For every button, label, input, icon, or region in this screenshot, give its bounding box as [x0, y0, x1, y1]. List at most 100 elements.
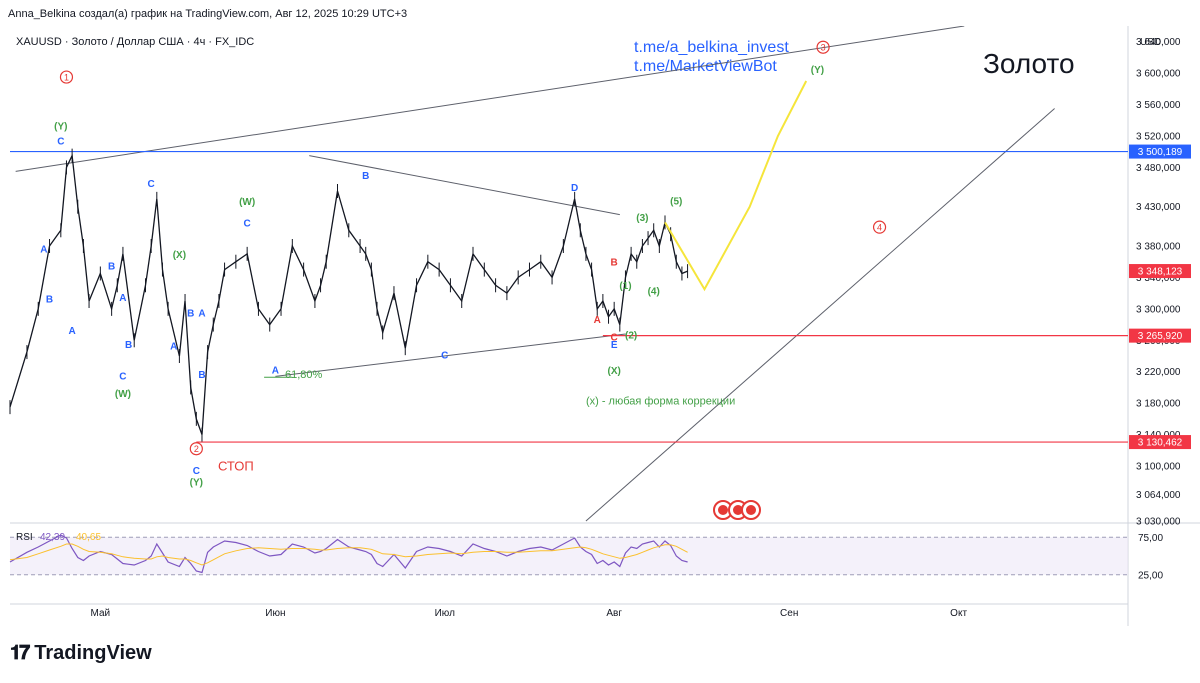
forecast-path[interactable] [664, 80, 808, 292]
price-tick-label: 3 430,000 [1136, 202, 1181, 213]
price-line [9, 153, 688, 435]
wave-label: (Y) [811, 65, 824, 76]
chart-annotation: СТОП [218, 459, 254, 474]
wave-label: B [362, 171, 369, 182]
wave-label: C [193, 466, 200, 477]
wave-label: (5) [670, 196, 682, 207]
tradingview-logo-icon: 𝟏𝟕 [10, 642, 30, 664]
price-tick-label: 3 100,000 [1136, 462, 1181, 473]
currency-label[interactable]: USD [1140, 37, 1161, 48]
price-tick-label: 3 380,000 [1136, 242, 1181, 253]
wave-label: C [441, 350, 448, 361]
wave-label: (2) [625, 331, 637, 342]
circled-wave-label: 3 [821, 43, 826, 53]
circled-wave-marker [189, 442, 203, 456]
rsi-label: RSI [16, 532, 33, 543]
time-axis-label: Май [91, 608, 111, 619]
price-tick-label: 3 640,000 [1136, 37, 1181, 48]
circled-wave-label: 1 [64, 73, 69, 83]
wave-label: C [148, 179, 155, 190]
circled-wave-label: 2 [194, 444, 199, 454]
level-price-tag-label: 3 265,920 [1138, 331, 1183, 342]
rsi-ma-value: 40,65 [76, 532, 101, 543]
wave-label: (1) [619, 281, 631, 292]
rsi-tick-label: 75,00 [1138, 533, 1163, 544]
price-tick-label: 3 480,000 [1136, 163, 1181, 174]
price-tick-label: 3 220,000 [1136, 367, 1181, 378]
us-flag-center [733, 505, 743, 515]
wave-label: A [198, 309, 205, 320]
rsi-band [10, 537, 1128, 575]
rsi-pane: RSI 42,39 40,65 [9, 532, 1128, 576]
rsi-tick-label: 25,00 [1138, 570, 1163, 581]
wave-label: (X) [607, 366, 620, 377]
level-price-tag-label: 3 130,462 [1138, 438, 1183, 449]
price-tick-label: 3 520,000 [1136, 132, 1181, 143]
wave-label: B [187, 309, 194, 320]
trendline-triangle-lower[interactable] [275, 333, 626, 377]
trendline-upper-channel[interactable] [15, 26, 965, 172]
time-axis-label: Июл [435, 608, 455, 619]
level-price-tag-label: 3 500,189 [1138, 147, 1183, 158]
tradingview-logo-text: TradingView [34, 642, 152, 664]
price-chart-svg[interactable]: XAUUSD · Золото / Доллар США · 4ч · FX_I… [0, 26, 1200, 626]
horizontal-levels[interactable] [10, 150, 1128, 443]
time-axis[interactable]: Май Июн Июл Авг Сен Окт [91, 608, 968, 619]
wave-label: (Y) [54, 122, 67, 133]
wave-label: A [119, 293, 126, 304]
level-price-tag-label: 3 348,123 [1138, 267, 1183, 278]
watermark-link-2[interactable]: t.me/MarketViewBot [634, 58, 777, 75]
level-price-tag[interactable] [1129, 435, 1191, 450]
level-price-tag[interactable] [1129, 264, 1191, 279]
wave-label: B [198, 370, 205, 381]
time-axis-label: Авг [606, 608, 622, 619]
time-axis-label: Окт [950, 608, 967, 619]
us-flag-center [746, 505, 756, 515]
rsi-line [9, 534, 688, 574]
symbol-info: XAUUSD · Золото / Доллар США · 4ч · FX_I… [16, 36, 254, 48]
trendline-triangle-upper[interactable] [309, 155, 620, 216]
price-tick-label: 3 340,000 [1136, 273, 1181, 284]
circled-wave-marker [816, 40, 830, 54]
rsi-value: 42,39 [40, 532, 65, 543]
chart-attribution: Anna_Belkina создал(а) график на Trading… [8, 8, 408, 20]
trendline-lower-channel[interactable] [585, 108, 1055, 522]
circled-wave-marker [59, 70, 74, 84]
price-tick-label: 3 600,000 [1136, 69, 1181, 80]
price-tick-label: 3 300,000 [1136, 304, 1181, 315]
wave-label: (X) [173, 250, 186, 261]
level-price-tag[interactable] [1129, 328, 1191, 343]
chart-title: Золото [983, 48, 1075, 79]
wave-label: A [40, 244, 47, 255]
circled-wave-marker [872, 220, 887, 234]
price-tick-label: 3 180,000 [1136, 399, 1181, 410]
wave-label: D [571, 183, 578, 194]
chart-annotation: 61,80% [285, 369, 323, 381]
price-tick-label: 3 030,000 [1136, 517, 1181, 528]
price-tick-label: 3 064,000 [1136, 490, 1181, 501]
wave-label: C [119, 372, 126, 383]
wave-label: A [594, 315, 601, 326]
forecast-line[interactable] [664, 80, 808, 292]
event-flags[interactable] [713, 500, 761, 520]
wave-label: (3) [636, 213, 648, 224]
wave-label: (4) [648, 287, 660, 298]
watermark-link-1[interactable]: t.me/a_belkina_invest [634, 39, 789, 56]
wave-label: C [611, 332, 618, 343]
wave-label: B [611, 258, 618, 269]
wave-label: (Y) [190, 478, 203, 489]
wave-label: B [125, 340, 132, 351]
wave-label: A [272, 365, 279, 376]
tradingview-logo[interactable]: 𝟏𝟕 TradingView [10, 642, 152, 665]
level-price-tag[interactable] [1129, 144, 1191, 159]
wave-label: A [68, 326, 75, 337]
wave-label: C [244, 218, 251, 229]
trendlines[interactable] [15, 26, 1055, 522]
wave-label: B [108, 262, 115, 273]
chart-area[interactable]: XAUUSD · Золото / Доллар США · 4ч · FX_I… [0, 26, 1200, 626]
wave-label: A [170, 342, 177, 353]
wave-label: C [57, 137, 64, 148]
chart-grid [10, 26, 1200, 626]
